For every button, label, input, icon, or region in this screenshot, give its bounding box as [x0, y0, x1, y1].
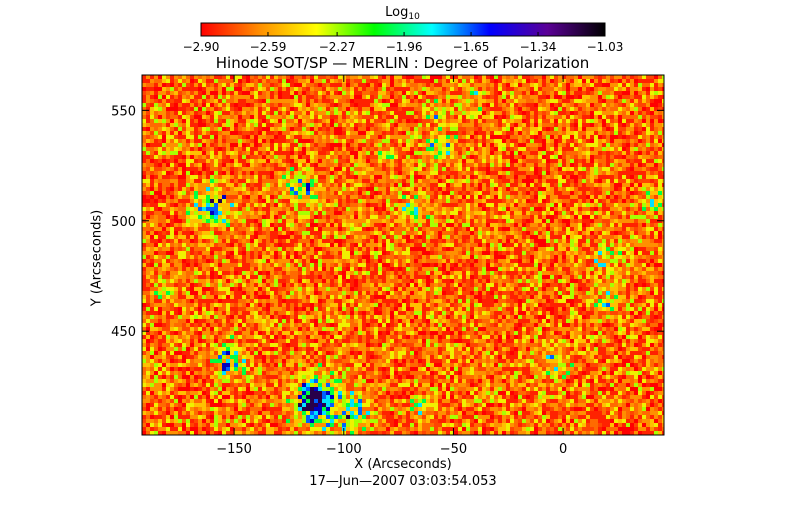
colorbar-tick-label: −2.27: [319, 40, 356, 54]
colorbar-ticks: −2.90 −2.59 −2.27 −1.96 −1.65 −1.34 −1.03: [183, 32, 624, 54]
x-tick-label: −50: [440, 442, 467, 457]
colorbar-tick-label: −1.65: [453, 40, 490, 54]
chart-title: Hinode SOT/SP — MERLIN : Degree of Polar…: [215, 54, 590, 72]
x-tick-label: −150: [216, 442, 252, 457]
x-axis-label: X (Arcseconds): [354, 457, 452, 472]
colorbar: [200, 22, 606, 37]
y-axis-label: Y (Arcseconds): [89, 209, 105, 307]
plot-frame: [141, 74, 665, 436]
colorbar-tick-label: −2.90: [183, 40, 220, 54]
y-axis-ticks: 450 500 550: [111, 104, 664, 340]
y-tick-label: 550: [111, 104, 136, 119]
colorbar-tick-label: −1.03: [587, 40, 624, 54]
heatmap-image: [142, 75, 664, 435]
y-tick-label: 450: [111, 325, 136, 340]
colorbar-tick-label: −1.34: [520, 40, 557, 54]
x-tick-label: 0: [559, 442, 567, 457]
x-tick-label: −100: [326, 442, 362, 457]
colorbar-tick-label: −2.59: [250, 40, 287, 54]
x-axis-ticks: −150 −100 −50 0: [216, 75, 567, 457]
y-tick-label: 500: [111, 215, 136, 230]
timestamp: 17—Jun—2007 03:03:54.053: [309, 474, 497, 489]
colorbar-tick-label: −1.96: [386, 40, 423, 54]
colorbar-label: Log10: [385, 5, 420, 22]
